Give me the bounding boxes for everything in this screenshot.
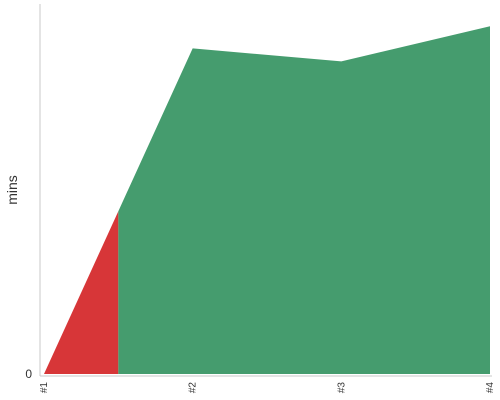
x-tick-label: #1 (39, 382, 50, 394)
y-tick-label: 0 (25, 367, 32, 381)
x-tick-labels: #1 #2 #3 #4 (39, 382, 496, 394)
y-tick-labels: 0 (25, 367, 32, 381)
x-tick-label: #4 (485, 382, 496, 394)
x-tick-label: #3 (336, 382, 347, 394)
area-above-threshold (118, 26, 490, 374)
x-tick-label: #2 (188, 382, 199, 394)
y-axis-label: mins (4, 175, 20, 205)
area-below-threshold (44, 211, 119, 374)
series-areas (44, 26, 490, 374)
